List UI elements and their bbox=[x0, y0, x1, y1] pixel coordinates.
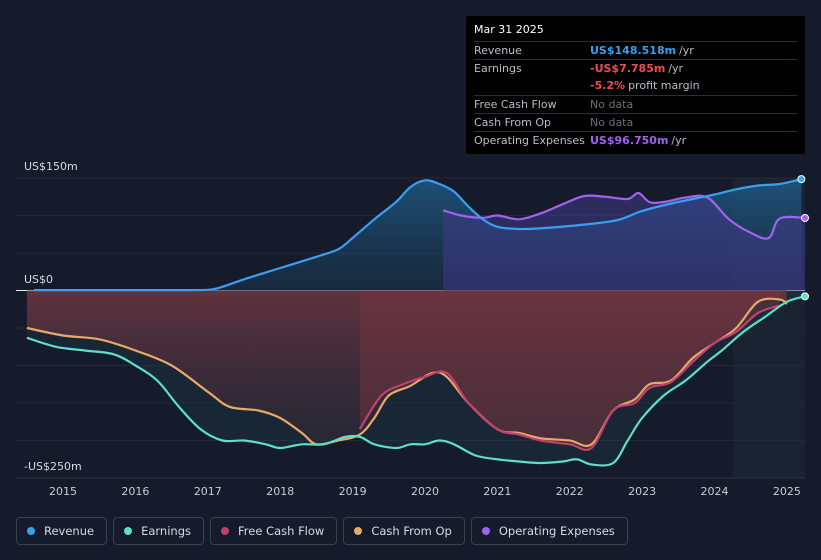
tooltip-row-margin: -5.2% profit margin bbox=[474, 77, 797, 96]
tooltip-row-earnings: Earnings -US$7.785m /yr bbox=[474, 60, 797, 77]
legend-label: Free Cash Flow bbox=[238, 524, 325, 538]
tooltip-row-revenue: Revenue US$148.518m /yr bbox=[474, 42, 797, 61]
legend-dot-icon bbox=[354, 527, 363, 535]
y-label-bottom: -US$250m bbox=[24, 460, 82, 473]
tooltip-label: Operating Expenses bbox=[474, 134, 585, 148]
tooltip-label: Earnings bbox=[474, 62, 522, 76]
tooltip-row-opex: Operating Expenses US$96.750m /yr bbox=[474, 132, 797, 149]
x-tick-label: 2015 bbox=[49, 485, 77, 498]
x-tick-label: 2021 bbox=[483, 485, 511, 498]
legend: Revenue Earnings Free Cash Flow Cash Fro… bbox=[16, 517, 628, 545]
revenue-end-marker bbox=[797, 175, 806, 184]
legend-revenue[interactable]: Revenue bbox=[16, 517, 108, 545]
free-cash-flow-area bbox=[359, 290, 780, 450]
y-label-top: US$150m bbox=[24, 160, 78, 173]
legend-free-cash-flow[interactable]: Free Cash Flow bbox=[210, 517, 338, 545]
tooltip-label: Revenue bbox=[474, 44, 522, 58]
earnings-area bbox=[26, 290, 805, 466]
legend-label: Operating Expenses bbox=[498, 524, 615, 538]
legend-label: Earnings bbox=[141, 524, 191, 538]
tooltip-label: Cash From Op bbox=[474, 115, 552, 129]
legend-dot-icon bbox=[481, 527, 490, 535]
x-tick-label: 2024 bbox=[701, 485, 729, 498]
revenue-line bbox=[34, 178, 802, 292]
x-tick-label: 2025 bbox=[773, 485, 801, 498]
legend-operating-expenses[interactable]: Operating Expenses bbox=[470, 517, 628, 545]
legend-label: Revenue bbox=[44, 524, 95, 538]
tooltip-value: -5.2% bbox=[590, 79, 626, 93]
x-tick-label: 2020 bbox=[411, 485, 439, 498]
tooltip-row-cfo: Cash From Op No data bbox=[474, 114, 797, 132]
legend-cash-from-op[interactable]: Cash From Op bbox=[343, 517, 465, 545]
tooltip-unit: profit margin bbox=[628, 79, 700, 93]
legend-dot-icon bbox=[221, 527, 229, 535]
tooltip-value: US$148.518m bbox=[590, 44, 677, 58]
legend-earnings[interactable]: Earnings bbox=[113, 517, 204, 545]
operating-expenses-area bbox=[443, 192, 805, 291]
tooltip-value: -US$7.785m bbox=[590, 62, 666, 76]
x-tick-label: 2022 bbox=[556, 485, 584, 498]
operating-expenses-end-marker bbox=[801, 213, 809, 222]
tooltip-value: No data bbox=[590, 115, 634, 129]
tooltip-row-fcf: Free Cash Flow No data bbox=[474, 96, 797, 114]
x-tick-label: 2019 bbox=[339, 485, 367, 498]
tooltip-panel: Mar 31 2025 Revenue US$148.518m /yr Earn… bbox=[466, 16, 805, 154]
y-label-zero: US$0 bbox=[24, 273, 54, 286]
operating-expenses-line bbox=[442, 191, 806, 240]
legend-label: Cash From Op bbox=[371, 524, 452, 538]
tooltip-unit: /yr bbox=[668, 62, 684, 76]
x-tick-label: 2016 bbox=[121, 485, 149, 498]
tooltip-date: Mar 31 2025 bbox=[474, 23, 797, 42]
x-tick-label: 2018 bbox=[266, 485, 294, 498]
x-tick-label: 2017 bbox=[194, 485, 222, 498]
tooltip-unit: /yr bbox=[671, 134, 687, 148]
tooltip-unit: /yr bbox=[679, 44, 694, 58]
tooltip-value: No data bbox=[590, 97, 634, 111]
earnings-end-marker bbox=[801, 292, 809, 301]
legend-dot-icon bbox=[27, 527, 35, 535]
x-tick-label: 2023 bbox=[628, 485, 656, 498]
tooltip-label: Free Cash Flow bbox=[474, 97, 557, 111]
legend-dot-icon bbox=[124, 527, 133, 535]
cash-from-op-area bbox=[26, 290, 787, 446]
earnings-line bbox=[26, 295, 806, 467]
free-cash-flow-line bbox=[358, 304, 781, 452]
tooltip-value: US$96.750m bbox=[590, 134, 669, 148]
